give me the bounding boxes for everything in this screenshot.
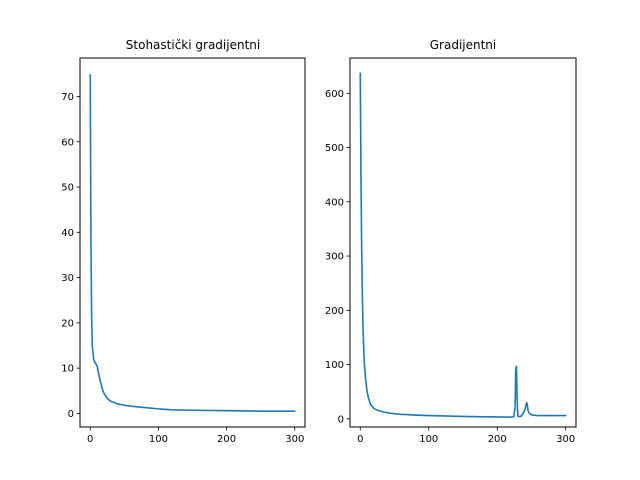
x-tick-label: 200 [488,434,507,445]
y-tick-label: 500 [325,143,344,154]
y-tick-label: 60 [61,137,74,148]
y-tick-label: 10 [61,364,74,375]
y-tick-label: 70 [61,92,74,103]
x-tick-label: 0 [87,434,93,445]
y-tick-label: 50 [61,183,74,194]
series-line [89,73,296,412]
y-tick-label: 40 [61,228,74,239]
y-tick-label: 0 [68,409,74,420]
axes-frame [79,57,306,428]
y-tick-label: 600 [325,89,344,100]
chart-stochastic-gradient: Stohastički gradijentni 0 100 200 300 0 10 20 3… [61,38,306,445]
chart-gradient: Gradijentni 0 100 200 300 0 100 200 300 400 500 60… [325,38,577,445]
x-tick-label: 200 [217,434,236,445]
axes-frame [349,57,577,428]
y-tick-label: 200 [325,306,344,317]
chart-title: Gradijentni [430,38,497,52]
y-tick-label: 100 [325,360,344,371]
series-line [359,72,567,418]
y-tick-label: 300 [325,252,344,263]
x-tick-label: 100 [149,434,168,445]
y-tick-label: 0 [338,414,344,425]
y-tick-label: 30 [61,273,74,284]
x-tick-label: 100 [419,434,438,445]
chart-title: Stohastički gradijentni [126,38,260,52]
y-tick-label: 400 [325,197,344,208]
x-tick-label: 300 [285,434,304,445]
x-tick-label: 300 [556,434,575,445]
y-tick-label: 20 [61,318,74,329]
x-tick-label: 0 [357,434,363,445]
